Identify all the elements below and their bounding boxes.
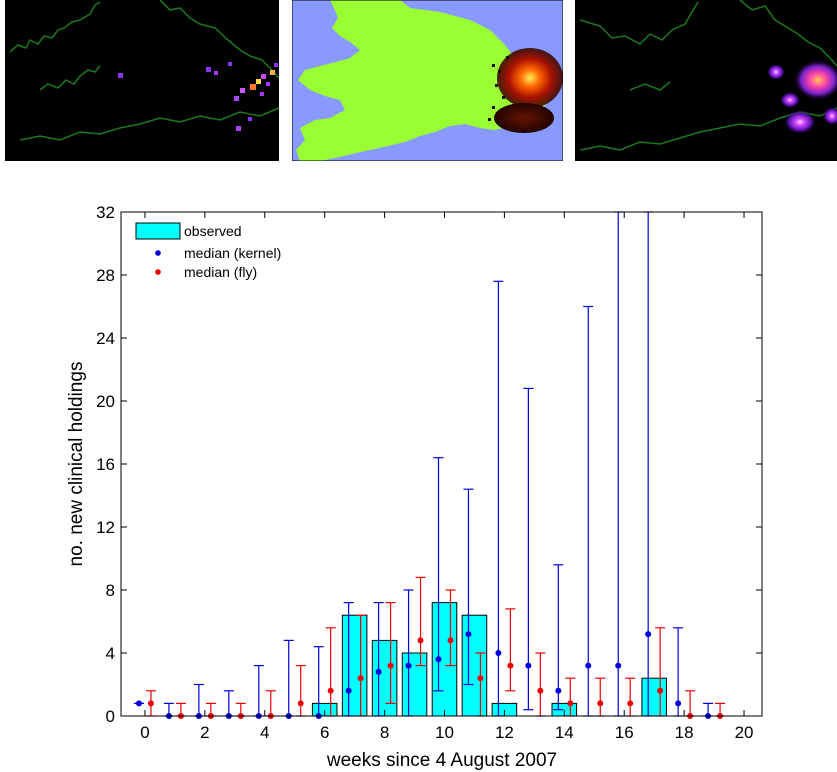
x-tick-label: 20 — [735, 723, 754, 742]
case-cell — [234, 96, 239, 101]
kernel-median-point — [435, 656, 442, 663]
x-tick-label: 2 — [200, 723, 209, 742]
x-tick-label: 6 — [320, 723, 329, 742]
kernel-median-point — [135, 700, 142, 707]
y-tick-label: 4 — [106, 644, 115, 663]
kernel-median-point — [345, 687, 352, 694]
case-cell — [270, 70, 275, 75]
y-tick-label: 16 — [96, 455, 115, 474]
risk-blob — [780, 92, 800, 108]
kernel-median-point — [555, 687, 562, 694]
kernel-errorbars — [133, 211, 714, 719]
coastline — [579, 0, 837, 151]
x-tick-label: 10 — [435, 723, 454, 742]
fly-median-point — [417, 637, 424, 644]
legend-swatch-observed — [135, 222, 181, 240]
x-tick-label: 16 — [615, 723, 634, 742]
bar-observed-week-8 — [371, 639, 398, 717]
bar-observed-week-11 — [461, 614, 488, 717]
y-axis-ticks: 0 4 8 12 16 20 24 28 32 — [96, 203, 762, 726]
kernel-median-point — [405, 662, 412, 669]
kernel-median-point — [585, 662, 592, 669]
case-cell — [206, 67, 211, 72]
case-cell — [256, 79, 261, 84]
y-axis-label: no. new clinical holdings — [66, 362, 87, 567]
case-cell — [240, 88, 245, 93]
case-cell — [228, 62, 232, 66]
fly-median-point — [297, 700, 304, 707]
fly-median-point — [567, 700, 574, 707]
y-tick-label: 0 — [106, 707, 115, 726]
fly-median-point — [447, 637, 454, 644]
bar-observed-week-7 — [341, 614, 368, 717]
case-cell — [118, 73, 123, 78]
y-tick-label: 28 — [96, 266, 115, 285]
kernel-median-point — [525, 662, 532, 669]
y-tick-label: 12 — [96, 518, 115, 537]
y-tick-label: 32 — [96, 203, 115, 222]
x-tick-label: 12 — [495, 723, 514, 742]
risk-hotspot — [497, 48, 563, 108]
legend-marker-kernel — [155, 250, 161, 256]
kernel-median-point — [615, 662, 622, 669]
case-cell — [236, 126, 241, 131]
case-cell — [248, 117, 252, 121]
risk-blob — [767, 64, 785, 80]
y-tick-label: 20 — [96, 392, 115, 411]
bar-observed-week-9 — [401, 652, 428, 717]
legend-label-fly: median (fly) — [184, 264, 257, 280]
fly-errorbars — [145, 576, 726, 719]
legend-label-kernel: median (kernel) — [184, 245, 281, 261]
x-tick-label: 14 — [555, 723, 574, 742]
x-tick-label: 18 — [675, 723, 694, 742]
fly-median-point — [657, 687, 664, 694]
risk-area-map — [292, 0, 563, 161]
kernel-median-point — [645, 631, 652, 638]
bar-observed-week-17 — [641, 677, 667, 717]
kernel-median-point — [495, 650, 502, 656]
risk-hotspot-south — [494, 103, 554, 133]
legend-marker-fly — [155, 269, 161, 275]
fly-median-point — [477, 675, 484, 682]
x-axis-label: weeks since 4 August 2007 — [326, 750, 557, 771]
case-cell — [260, 92, 264, 96]
x-axis-ticks: 0 2 4 6 8 10 12 14 16 18 20 — [140, 212, 753, 742]
y-tick-label: 24 — [96, 329, 115, 348]
risk-blob — [794, 60, 837, 100]
case-cell — [214, 71, 218, 75]
x-tick-label: 8 — [380, 723, 389, 742]
land-mass — [296, 0, 548, 161]
fly-median-point — [147, 700, 154, 707]
fly-median-point — [597, 700, 604, 707]
legend-label-observed: observed — [184, 223, 242, 239]
kernel-median-point — [465, 631, 472, 638]
fly-median-point — [387, 662, 394, 669]
observed-cases-map — [5, 0, 279, 161]
x-tick-label: 4 — [260, 723, 269, 742]
kernel-median-point — [375, 668, 382, 675]
fly-median-point — [357, 675, 364, 682]
fly-median-point — [507, 662, 514, 669]
case-cell — [266, 82, 270, 86]
predicted-risk-map — [575, 0, 837, 161]
case-cell — [261, 74, 266, 79]
legend: observed median (kernel) median (fly) — [135, 222, 281, 280]
risk-blob — [784, 110, 816, 134]
coastline — [9, 0, 279, 141]
fly-median-point — [627, 700, 634, 707]
fly-median-point — [537, 687, 544, 694]
x-tick-label: 0 — [140, 723, 149, 742]
case-cell — [250, 84, 256, 90]
risk-blob — [823, 107, 837, 125]
fly-median-point — [327, 687, 334, 694]
kernel-median-point — [675, 700, 682, 707]
y-tick-label: 8 — [106, 581, 115, 600]
case-cell — [274, 63, 278, 67]
